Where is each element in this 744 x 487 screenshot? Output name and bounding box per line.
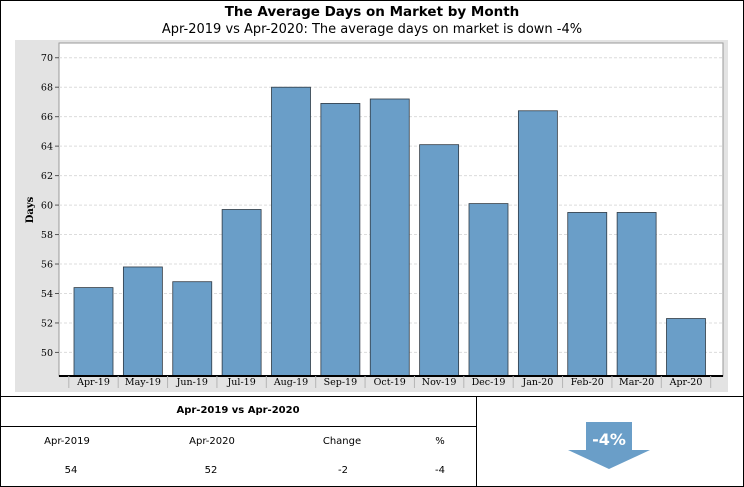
summary-header-apr-2019: Apr-2019 (44, 436, 90, 447)
x-tick-label: May-19 (125, 377, 161, 388)
summary-value-percent: -4 (435, 465, 445, 476)
bar (122, 266, 163, 377)
summary-header-change: Change (322, 436, 362, 447)
summary-value-apr-2019: 54 (64, 465, 78, 476)
x-tick-label: Apr-19 (76, 377, 110, 388)
y-tick-label: 62 (41, 171, 53, 182)
y-axis-label: Days (25, 196, 36, 223)
panel-divider (476, 396, 477, 487)
axis-layer: 50 52 54 56 58 60 62 64 66 68 70 Apr-19 May-19 Jun-19… (41, 53, 723, 388)
summary-rule (0, 426, 476, 427)
y-tick-label: 68 (41, 83, 53, 94)
section-divider (0, 396, 744, 397)
y-tick-label: 70 (41, 53, 53, 64)
x-tick-label: Dec-19 (472, 377, 506, 388)
bar (73, 287, 114, 377)
bar (320, 103, 361, 377)
bar-chart: 50 52 54 56 58 60 62 64 66 68 70 Apr-19 May-19 Jun-19… (25, 42, 724, 388)
down-arrow-icon (568, 422, 650, 469)
bar (567, 212, 608, 377)
y-tick-label: 52 (41, 318, 53, 329)
bar (666, 318, 706, 377)
bar (369, 98, 410, 377)
summary-value-apr-2020: 52 (204, 465, 218, 476)
x-tick-label: Jan-20 (521, 377, 553, 388)
summary-header-percent: % (435, 436, 445, 447)
summary-title: Apr-2019 vs Apr-2020 (176, 405, 300, 416)
y-tick-label: 60 (41, 201, 53, 212)
x-tick-label: Aug-19 (273, 377, 308, 388)
bar (221, 209, 262, 377)
y-tick-label: 54 (41, 289, 53, 300)
y-tick-label: 66 (41, 112, 53, 123)
x-tick-label: Feb-20 (571, 377, 604, 388)
summary-header-apr-2020: Apr-2020 (189, 436, 235, 447)
change-badge-text: -4% (592, 430, 626, 449)
x-tick-label: Jun-19 (176, 377, 208, 388)
y-tick-label: 58 (41, 230, 53, 241)
x-tick-label: Jul-19 (226, 377, 255, 388)
chart-subtitle: Apr-2019 vs Apr-2020: The average days o… (161, 22, 583, 37)
x-tick-label: Mar-20 (619, 377, 654, 388)
x-tick-label: Apr-20 (669, 377, 703, 388)
y-tick-label: 56 (41, 260, 53, 271)
x-tick-label: Sep-19 (324, 377, 358, 388)
summary-value-change: -2 (338, 465, 348, 476)
bar (517, 110, 558, 377)
bar (616, 212, 657, 377)
bar (271, 86, 311, 377)
y-tick-label: 50 (41, 348, 53, 359)
x-tick-label: Nov-19 (422, 377, 457, 388)
chart-title: The Average Days on Market by Month (224, 4, 520, 20)
bar-layer (73, 86, 706, 377)
bar (172, 281, 213, 377)
bar (468, 203, 509, 377)
x-tick-label: Oct-19 (374, 377, 406, 388)
bar (419, 144, 460, 377)
y-tick-label: 64 (41, 142, 53, 153)
